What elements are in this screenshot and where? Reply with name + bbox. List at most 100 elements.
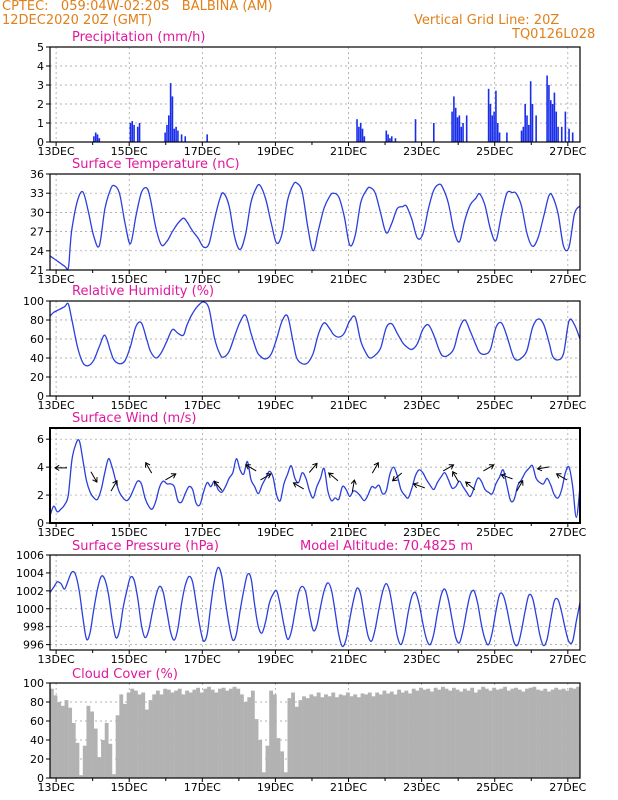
- precip-bar: [491, 115, 494, 142]
- cloud-bar: [254, 719, 259, 778]
- cloud-xtick-label: 13DEC: [38, 781, 75, 794]
- cloud-bar: [389, 691, 394, 778]
- precip-bar: [136, 126, 139, 142]
- humidity-ytick-label: 20: [30, 371, 44, 384]
- cloud-bar: [152, 694, 157, 778]
- precip-bar: [458, 115, 461, 142]
- cloud-bar: [426, 688, 431, 778]
- precip-bar: [460, 126, 463, 142]
- wind-arrow: [145, 461, 153, 474]
- precipitation-ytick-label: 0: [37, 136, 44, 149]
- precipitation-ytick-label: 3: [37, 79, 44, 92]
- pressure-xtick-label: 19DEC: [257, 653, 294, 666]
- cloud-bar: [404, 690, 409, 778]
- header-station: CPTEC: 059:04W-02:20S BALBINA (AM): [2, 0, 273, 14]
- precipitation-xtick-label: 19DEC: [257, 145, 294, 158]
- cloud-bar: [112, 774, 116, 778]
- cloud-bar: [430, 691, 434, 778]
- cloud-bar: [221, 687, 226, 778]
- pressure-xtick-label: 21DEC: [330, 653, 367, 666]
- cloud-bar: [378, 694, 383, 778]
- precipitation-ytick-label: 1: [37, 117, 44, 130]
- cloud-bar: [261, 772, 266, 778]
- wind-xtick-label: 13DEC: [38, 526, 75, 539]
- humidity-ytick-label: 80: [30, 314, 44, 327]
- cloud-bar: [163, 688, 168, 778]
- cloud-bar: [265, 745, 270, 778]
- cloud-bar: [57, 702, 62, 778]
- temperature-xtick-label: 13DEC: [38, 273, 75, 286]
- cloud-bar: [250, 690, 255, 778]
- precip-bar: [184, 136, 187, 142]
- wind-title: Surface Wind (m/s): [72, 411, 196, 426]
- precip-bar: [363, 136, 366, 142]
- cloud-bar: [448, 690, 453, 778]
- cloud-bar: [565, 690, 570, 778]
- precipitation-xtick-label: 13DEC: [38, 145, 75, 158]
- cloud-bar: [130, 688, 135, 778]
- cloud-bar: [375, 692, 380, 778]
- cloud-bar: [393, 694, 398, 778]
- wind-arrow: [110, 479, 118, 492]
- humidity-ytick-label: 40: [30, 352, 44, 365]
- precipitation-ytick-label: 5: [37, 41, 44, 54]
- humidity-xtick-label: 21DEC: [330, 399, 367, 412]
- precip-bar: [496, 123, 499, 142]
- cloud-bar: [411, 688, 416, 778]
- cloud-bar: [210, 689, 215, 778]
- cloud-bar: [510, 688, 515, 778]
- wind-ytick-label: 0: [37, 517, 44, 530]
- cloud-bar: [466, 690, 471, 778]
- wind-arrow: [244, 464, 257, 472]
- humidity-ytick-label: 100: [23, 295, 44, 308]
- temperature-ytick-label: 30: [30, 206, 44, 219]
- humidity-title: Relative Humidity (%): [72, 284, 214, 299]
- cloud-bar: [353, 694, 358, 778]
- wind-arrow: [442, 464, 455, 472]
- pressure-model-altitude: Model Altitude: 70.4825 m: [300, 539, 473, 554]
- cloud-bar: [316, 692, 321, 778]
- cloud-ytick-label: 80: [30, 696, 44, 709]
- wind-line: [50, 439, 580, 519]
- wind-arrow: [90, 471, 98, 483]
- cloud-bar: [470, 687, 475, 778]
- cloud-bar: [229, 688, 233, 778]
- cloud-bar: [539, 690, 544, 778]
- precip-bar: [169, 83, 172, 142]
- precip-bar: [175, 126, 177, 142]
- cloud-bar: [514, 687, 518, 778]
- cloud-bar: [338, 694, 343, 778]
- wind-xtick-label: 19DEC: [257, 526, 294, 539]
- cloud-bar: [101, 740, 105, 778]
- precip-bar: [96, 134, 99, 142]
- precip-bar: [180, 134, 183, 142]
- cloud-bar: [119, 694, 124, 778]
- cloud-bar: [484, 688, 489, 778]
- temperature-xtick-label: 27DEC: [549, 273, 586, 286]
- pressure-xtick-label: 17DEC: [184, 653, 221, 666]
- precip-bar: [451, 111, 453, 142]
- precip-bar: [167, 115, 170, 142]
- humidity-xtick-label: 17DEC: [184, 399, 221, 412]
- wind-arrow: [412, 482, 425, 489]
- precip-bar: [551, 104, 554, 142]
- cloud-bar: [104, 722, 109, 778]
- cloud-bar: [53, 695, 58, 778]
- precip-bar: [498, 132, 501, 142]
- temperature-title: Surface Temperature (nC): [72, 157, 240, 172]
- cloud-bar: [291, 692, 295, 778]
- cloud-bar: [60, 705, 65, 778]
- cloud-bar: [309, 694, 314, 778]
- precipitation-ytick-label: 4: [37, 60, 44, 73]
- precip-bar: [568, 128, 570, 142]
- pressure-ytick-label: 1006: [16, 549, 44, 562]
- precip-bar: [385, 130, 388, 142]
- wind-ytick-label: 4: [37, 461, 44, 474]
- wind-xtick-label: 17DEC: [184, 526, 221, 539]
- precip-bar: [432, 123, 435, 142]
- cloud-bar: [506, 690, 511, 778]
- cloud-bar: [90, 711, 94, 778]
- precip-bar: [177, 130, 179, 142]
- precip-bar: [359, 123, 362, 142]
- cloud-xtick-label: 25DEC: [476, 781, 513, 794]
